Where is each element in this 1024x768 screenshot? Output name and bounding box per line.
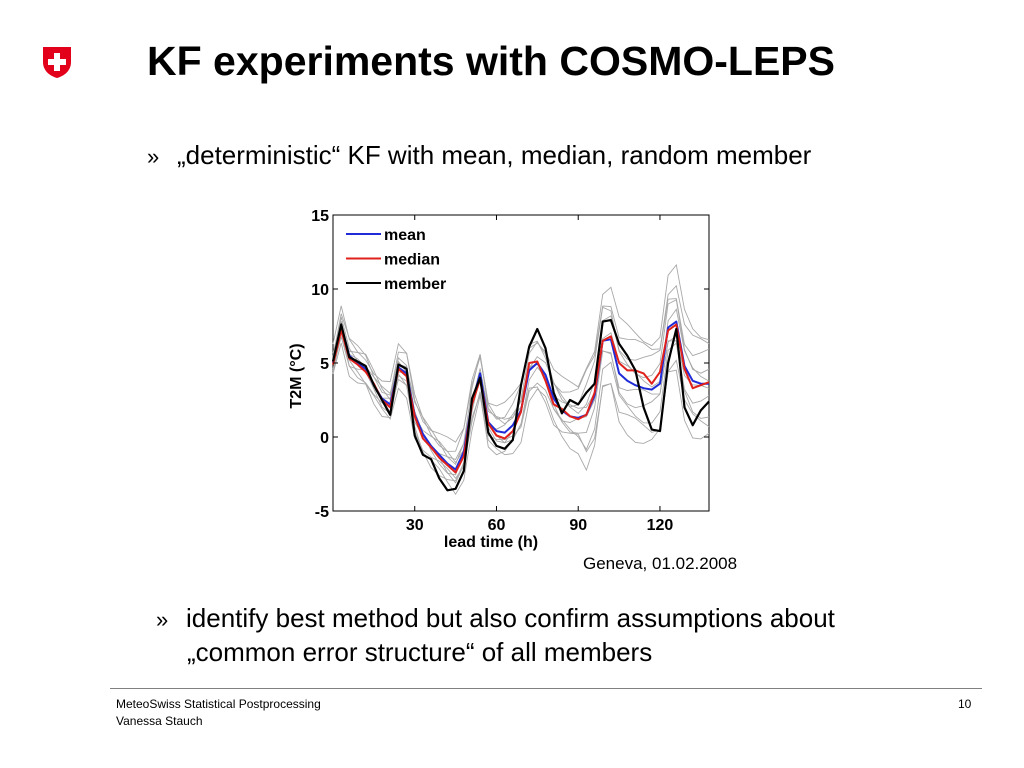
bullet-2: » identify best method but also confirm a…	[156, 602, 835, 668]
footer-line-2: Vanessa Stauch	[116, 714, 203, 728]
y-tick-label: 0	[320, 430, 329, 447]
t2m-line-chart: 30 60 90 120 -5 0 5 10 15 lead time (h) T2M (°C) me…	[288, 208, 710, 551]
y-axis-label: T2M (°C)	[288, 343, 305, 408]
footer-divider	[110, 688, 982, 689]
legend-label-mean: mean	[384, 227, 426, 244]
chart-caption: Geneva, 01.02.2008	[583, 554, 738, 573]
x-tick-label: 60	[488, 517, 506, 534]
ensemble-member-line	[332, 342, 710, 496]
x-tick-label: 30	[406, 517, 424, 534]
series-line-member	[331, 319, 710, 492]
bullet-marker: »	[156, 607, 169, 632]
page-number: 10	[958, 697, 972, 711]
footer-left: MeteoSwiss Statistical Postprocessing Va…	[116, 696, 321, 730]
legend-label-member: member	[384, 276, 446, 293]
y-tick-label: 10	[311, 282, 329, 299]
y-tick-label: -5	[315, 504, 329, 521]
x-tick-label: 120	[647, 517, 674, 534]
bullet-2-line-1: identify best method but also confirm as…	[186, 603, 835, 633]
bullet-2-line-2: „common error structure“ of all members	[187, 637, 653, 667]
footer-line-1: MeteoSwiss Statistical Postprocessing	[116, 697, 321, 711]
legend-label-median: median	[384, 252, 440, 269]
x-tick-label: 90	[569, 517, 587, 534]
slide-title: KF experiments with COSMO-LEPS	[147, 38, 835, 84]
x-axis-label: lead time (h)	[444, 534, 538, 551]
y-tick-label: 15	[311, 208, 329, 225]
ensemble-member-line	[332, 334, 710, 484]
swiss-cross-shield-icon	[43, 47, 71, 78]
bullet-marker: »	[147, 144, 160, 169]
bullet-1: » „deterministic“ KF with mean, median, r…	[147, 139, 811, 173]
y-tick-label: 5	[320, 356, 329, 373]
plot-frame	[332, 214, 710, 512]
bullet-1-text: „deterministic“ KF with mean, median, ra…	[177, 140, 812, 170]
